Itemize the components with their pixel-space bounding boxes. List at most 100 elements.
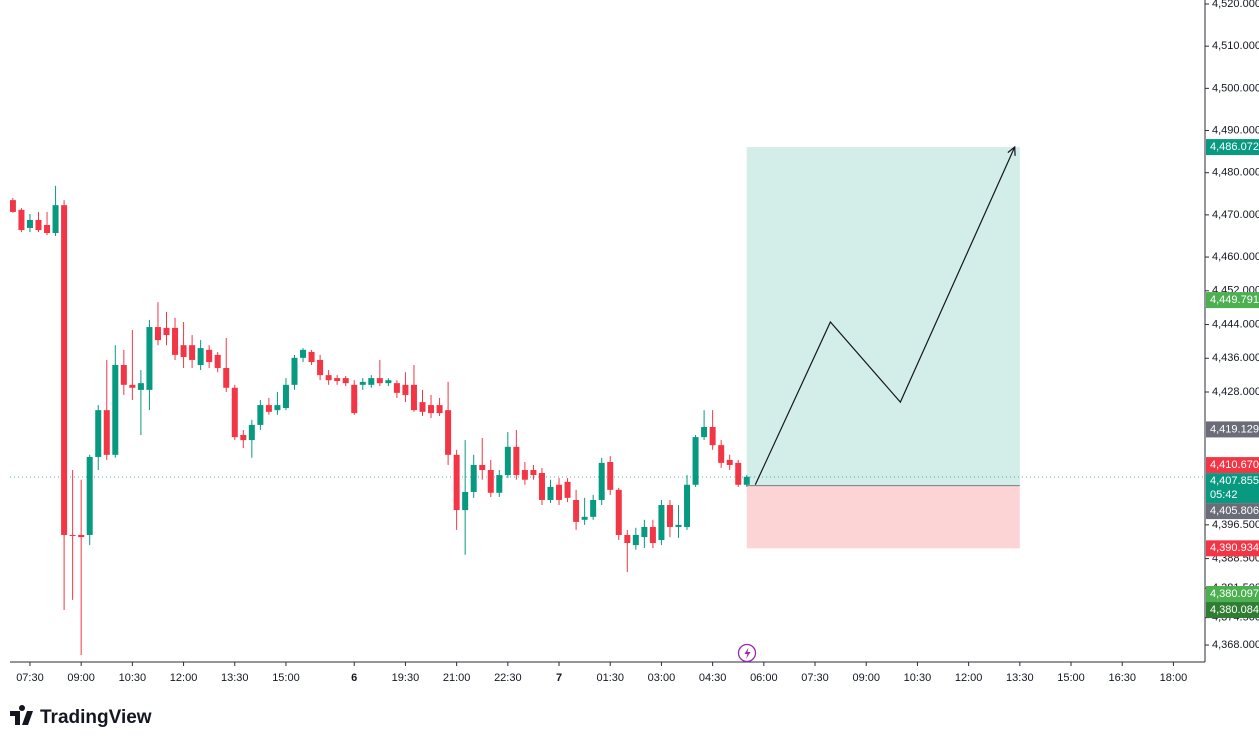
candle-body [607,462,614,490]
candle-body [496,475,503,493]
candle-body [95,410,102,457]
candle-body [376,378,383,384]
candle-body [206,349,213,363]
candle-body [10,200,16,212]
candle-body [26,219,33,228]
y-tick-label: 4,428.000 [1212,386,1259,398]
price-badge [1206,457,1259,474]
candle-body [393,383,400,393]
candle-body [223,367,230,388]
candle-body [18,209,25,231]
price-badge-label: 4,419.129 [1210,423,1259,435]
x-tick-label: 18:00 [1160,672,1188,684]
price-badge [1206,503,1259,520]
price-badge-label: 4,486.072 [1210,141,1259,153]
candle-body [180,345,187,358]
y-tick-label: 4,500.000 [1212,82,1259,94]
candle-body [317,359,324,376]
x-tick-label: 09:00 [67,672,95,684]
candle-body [385,380,392,384]
x-tick-label: 19:30 [392,672,420,684]
price-badge-label: 4,410.670 [1210,459,1259,471]
candle-body [402,384,409,395]
candle-body [513,446,520,476]
candle-body [445,410,452,455]
price-badge [1206,139,1259,156]
candle-body [556,484,563,500]
y-tick-label: 4,436.000 [1212,352,1259,364]
candle-body [641,526,648,538]
price-badge [1206,586,1259,603]
candle-body [334,378,341,382]
candle-body [624,534,631,543]
candle-body [197,348,204,366]
candle-body [112,365,119,455]
candle-body [684,484,691,527]
candle-body [573,499,580,522]
candle-body [470,464,477,492]
price-countdown: 05:42 [1210,489,1238,501]
brand-logo [10,704,33,725]
price-badge-label: 4,390.934 [1210,542,1259,554]
candle-body [615,489,622,535]
candle-body [274,405,281,411]
price-badge-label: 4,407.855 [1210,475,1259,487]
price-badge-label: 4,405.806 [1210,505,1259,517]
x-tick-label: 13:30 [1006,672,1034,684]
x-tick-label: 6 [351,672,357,684]
price-badge [1206,421,1259,438]
candle-body [52,205,59,234]
stop-zone [746,485,1020,549]
candle-body [504,446,511,476]
candle-body [163,327,170,336]
candle-body [351,384,358,414]
candle-body [103,410,110,455]
x-tick-label: 22:30 [494,672,522,684]
candle-body [590,499,597,517]
candle-body [342,378,349,384]
candle-body [240,435,247,441]
candle-body [547,486,554,500]
axes: 4,520.000 4,510.000 4,500.000 4,490.000 4,48… [16,0,1259,684]
x-tick-label: 7 [556,672,562,684]
candle-body [35,219,42,231]
x-tick-label: 13:30 [221,672,249,684]
price-badge [1206,540,1259,557]
candle-body [44,224,51,234]
x-tick-label: 04:30 [699,672,727,684]
candle-body [325,375,332,381]
y-tick-label: 4,396.500 [1212,519,1259,531]
candle-body [436,405,443,414]
candle-body [487,470,494,493]
y-tick-label: 4,460.000 [1212,251,1259,263]
candle-body [154,327,161,341]
replay-icon[interactable] [737,643,757,663]
x-tick-label: 10:30 [904,672,932,684]
y-tick-label: 4,470.000 [1212,209,1259,221]
candle-body [666,505,673,527]
x-tick-label: 12:00 [955,672,983,684]
x-tick-label: 07:30 [801,672,829,684]
candle-body [538,472,545,500]
brand-name: TradingView [40,707,152,728]
candle-body [129,384,136,388]
candle-body [214,354,221,368]
candle-body [300,349,307,358]
candle-body [428,405,435,414]
candle-body [726,459,733,465]
plot-area [10,147,1205,656]
candle-body [137,383,144,390]
y-tick-label: 4,490.000 [1212,124,1259,136]
candle-body [735,462,742,485]
y-tick-label: 4,510.000 [1212,40,1259,52]
price-badge-label: 4,380.084 [1210,604,1259,616]
target-zone [746,147,1020,486]
candle-body [172,327,179,355]
candle-body [581,516,588,520]
candle-body [308,351,315,363]
candle-body [718,445,725,463]
candle-body [462,491,469,511]
candle-body [257,405,264,425]
x-tick-label: 15:00 [272,672,300,684]
candle-body [658,505,665,541]
